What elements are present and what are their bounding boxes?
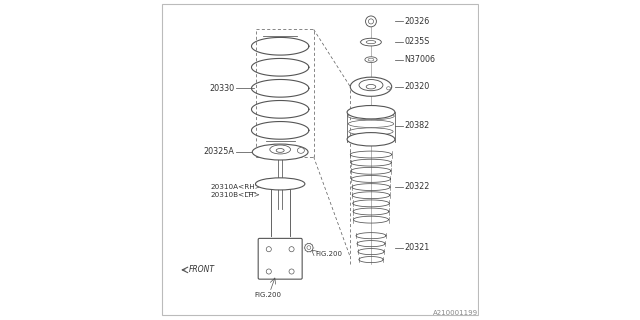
Ellipse shape	[366, 41, 376, 44]
Ellipse shape	[359, 80, 383, 91]
Ellipse shape	[350, 77, 392, 96]
Text: 20382: 20382	[404, 121, 429, 130]
Text: A210001199: A210001199	[433, 310, 477, 316]
Ellipse shape	[348, 120, 394, 127]
Text: 20310A<RH>: 20310A<RH>	[210, 184, 261, 190]
Circle shape	[307, 246, 311, 250]
Ellipse shape	[347, 132, 395, 146]
FancyBboxPatch shape	[258, 238, 302, 279]
Text: 20320: 20320	[404, 82, 429, 91]
Ellipse shape	[365, 57, 377, 62]
Text: FIG.200: FIG.200	[255, 292, 282, 298]
Text: N37006: N37006	[404, 55, 435, 64]
Ellipse shape	[347, 106, 395, 119]
Circle shape	[305, 244, 313, 252]
Ellipse shape	[366, 84, 376, 89]
Ellipse shape	[387, 87, 390, 90]
Circle shape	[369, 19, 374, 24]
Ellipse shape	[270, 145, 291, 154]
Circle shape	[365, 16, 376, 27]
Ellipse shape	[252, 144, 308, 160]
Ellipse shape	[349, 136, 392, 143]
Circle shape	[266, 247, 271, 252]
Text: 20325A: 20325A	[204, 147, 234, 156]
Text: 20330: 20330	[209, 84, 234, 92]
Text: FIG.200: FIG.200	[316, 251, 343, 257]
Ellipse shape	[348, 112, 394, 120]
Ellipse shape	[276, 148, 284, 152]
Circle shape	[289, 269, 294, 274]
Text: FRONT: FRONT	[189, 265, 215, 274]
Circle shape	[266, 269, 271, 274]
Text: 20326: 20326	[404, 17, 429, 26]
Ellipse shape	[255, 178, 305, 190]
Text: 0235S: 0235S	[404, 37, 429, 46]
Circle shape	[289, 247, 294, 252]
Ellipse shape	[349, 128, 393, 135]
Ellipse shape	[298, 148, 305, 153]
Ellipse shape	[360, 38, 381, 46]
Text: 20322: 20322	[404, 182, 429, 191]
Text: 20310B<LH>: 20310B<LH>	[210, 192, 260, 198]
Text: 20321: 20321	[404, 243, 429, 252]
Ellipse shape	[368, 58, 374, 61]
